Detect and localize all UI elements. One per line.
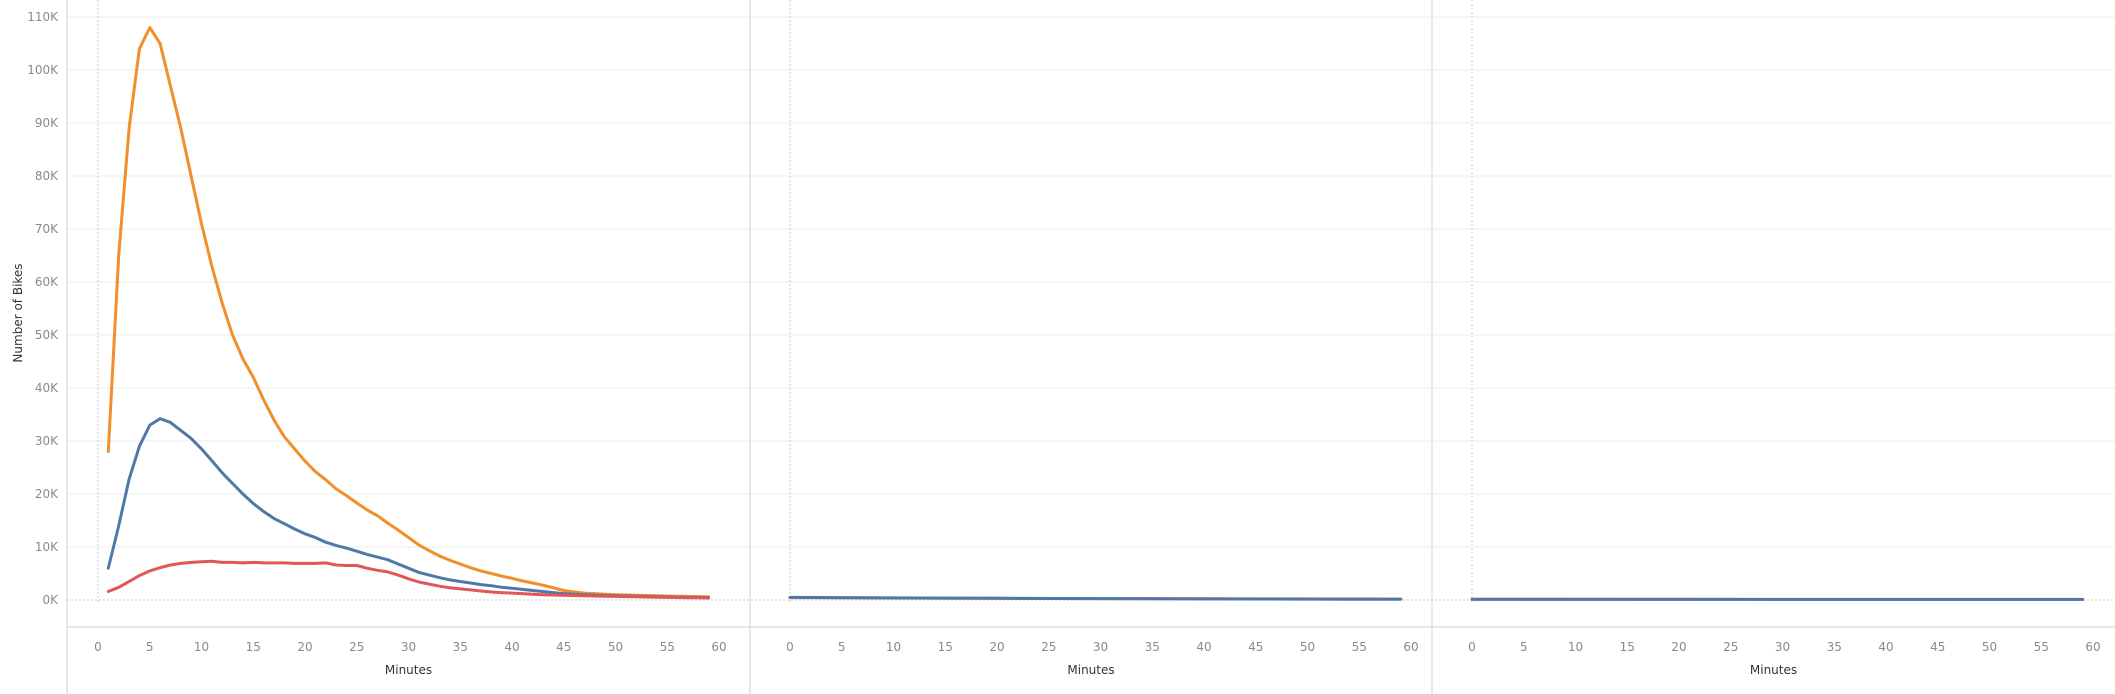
y-tick-label: 0K [42,593,59,607]
x-tick-label: 45 [556,640,571,654]
y-tick-label: 20K [35,487,59,501]
x-tick-label: 55 [2034,640,2049,654]
y-tick-label: 100K [27,63,59,77]
x-tick-label: 15 [1620,640,1635,654]
y-axis: 0K 10K 20K 30K 40K 50K 60K 70K 80K 90K 100K 110K Num… [11,10,59,607]
y-tick-label: 80K [35,169,59,183]
x-tick-label: 35 [1145,640,1160,654]
x-tick-label: 20 [1671,640,1686,654]
x-tick-label: 10 [194,640,209,654]
panel: 0 5 10 15 20 25 30 35 40 45 50 55 60 Minutes [786,0,1419,677]
x-tick-label: 10 [886,640,901,654]
x-tick-label: 40 [1878,640,1893,654]
x-tick-label: 30 [401,640,416,654]
x-tick-label: 30 [1093,640,1108,654]
y-tick-label: 70K [35,222,59,236]
x-tick-label: 0 [1468,640,1476,654]
y-tick-label: 110K [27,10,59,24]
panel: 0 5 10 15 20 25 30 35 40 45 50 55 60 Minutes [1468,0,2101,677]
x-tick-label: 55 [1352,640,1367,654]
x-tick-label: 20 [297,640,312,654]
x-tick-label: 5 [1520,640,1528,654]
y-axis-title: Number of Bikes [11,263,25,362]
y-tick-label: 10K [35,540,59,554]
chart-frame [66,0,2115,694]
x-tick-label: 25 [349,640,364,654]
x-tick-label: 20 [989,640,1004,654]
x-tick-label: 5 [146,640,154,654]
y-tick-label: 90K [35,116,59,130]
x-tick-label: 45 [1930,640,1945,654]
x-tick-label: 60 [711,640,726,654]
series-line-blue [106,417,711,600]
x-tick-label: 60 [1403,640,1418,654]
series-line-blue [788,595,1403,601]
y-tick-label: 30K [35,434,59,448]
x-tick-label: 30 [1775,640,1790,654]
x-tick-label: 50 [608,640,623,654]
x-tick-label: 55 [660,640,675,654]
x-tick-label: 40 [1196,640,1211,654]
panel: 0 5 10 15 20 25 30 35 40 45 50 55 60 Minutes [94,0,727,677]
x-tick-label: 35 [453,640,468,654]
x-tick-label: 10 [1568,640,1583,654]
series-line-orange [106,26,711,599]
x-tick-label: 5 [838,640,846,654]
y-tick-label: 40K [35,381,59,395]
x-tick-label: 0 [786,640,794,654]
x-axis-title: Minutes [385,663,432,677]
x-axis-title: Minutes [1067,663,1114,677]
y-tick-label: 60K [35,275,59,289]
x-tick-label: 60 [2085,640,2100,654]
x-tick-label: 15 [246,640,261,654]
x-tick-label: 15 [938,640,953,654]
x-tick-label: 40 [504,640,519,654]
y-tick-label: 50K [35,328,59,342]
x-tick-label: 50 [1300,640,1315,654]
x-axis-title: Minutes [1750,663,1797,677]
x-tick-label: 50 [1982,640,1997,654]
x-tick-label: 0 [94,640,102,654]
x-tick-label: 35 [1827,640,1842,654]
series-line-red [106,559,711,600]
x-tick-label: 45 [1248,640,1263,654]
x-tick-label: 25 [1723,640,1738,654]
x-tick-label: 25 [1041,640,1056,654]
